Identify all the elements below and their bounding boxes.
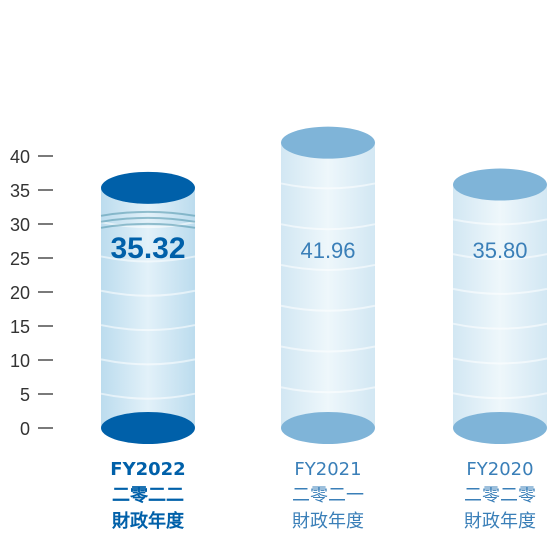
y-tick-label: 5 — [20, 385, 30, 405]
ripple-line — [100, 221, 196, 229]
y-tick-label: 20 — [10, 283, 30, 303]
y-tick-label: 10 — [10, 351, 30, 371]
ripple-line — [100, 392, 196, 400]
x-category-label: 財政年度 — [464, 511, 536, 532]
ripple-band — [100, 216, 196, 223]
data-label: 41.96 — [300, 238, 355, 263]
cylinder-base — [453, 412, 547, 444]
ripple-band — [100, 222, 196, 229]
y-axis: 0 5 10 15 20 25 30 35 40 — [10, 147, 53, 439]
x-category-label: 財政年度 — [292, 511, 364, 532]
ripple-line — [280, 263, 376, 271]
x-category-label: 二零二零 — [464, 485, 536, 506]
y-tick-label: 0 — [20, 419, 30, 439]
x-category-label: FY2020 — [466, 459, 533, 480]
ripple-line — [452, 357, 547, 365]
data-label: 35.80 — [472, 238, 527, 263]
y-tick-label: 35 — [10, 181, 30, 201]
x-category-label: FY2021 — [294, 459, 361, 480]
ripple-line — [452, 287, 547, 295]
ripple-line — [452, 218, 547, 226]
ripple-line — [452, 392, 547, 400]
cylinder-base — [281, 412, 375, 444]
ripple-line — [452, 253, 547, 261]
ripple-band — [100, 210, 196, 217]
x-category-label: 二零二一 — [292, 485, 364, 506]
ripple-line — [100, 358, 196, 366]
x-category-label: 二零二二 — [112, 485, 184, 506]
ripple-line — [280, 182, 376, 190]
y-tick-label: 25 — [10, 249, 30, 269]
ripple-line — [280, 345, 376, 353]
cylinder-top — [281, 126, 375, 159]
ripple-line — [100, 255, 196, 263]
cylinder-top — [101, 171, 195, 204]
ripple-line — [280, 386, 376, 394]
ripple-line — [100, 324, 196, 332]
y-tick-label: 15 — [10, 317, 30, 337]
y-tick-label: 30 — [10, 215, 30, 235]
cylinder-base — [101, 412, 195, 444]
bars-group: 35.32FY2022二零二二財政年度41.96FY2021二零二一財政年度35… — [100, 126, 547, 532]
ripple-line — [280, 304, 376, 312]
data-label: 35.32 — [110, 232, 185, 265]
y-tick-label: 40 — [10, 147, 30, 167]
cylinder-body — [281, 142, 375, 428]
x-category-label: 財政年度 — [112, 510, 185, 532]
cylinder-top — [453, 168, 547, 201]
ripple-line — [452, 322, 547, 330]
x-category-label: FY2022 — [110, 459, 185, 480]
ripple-line — [100, 289, 196, 297]
ripple-line — [280, 223, 376, 231]
